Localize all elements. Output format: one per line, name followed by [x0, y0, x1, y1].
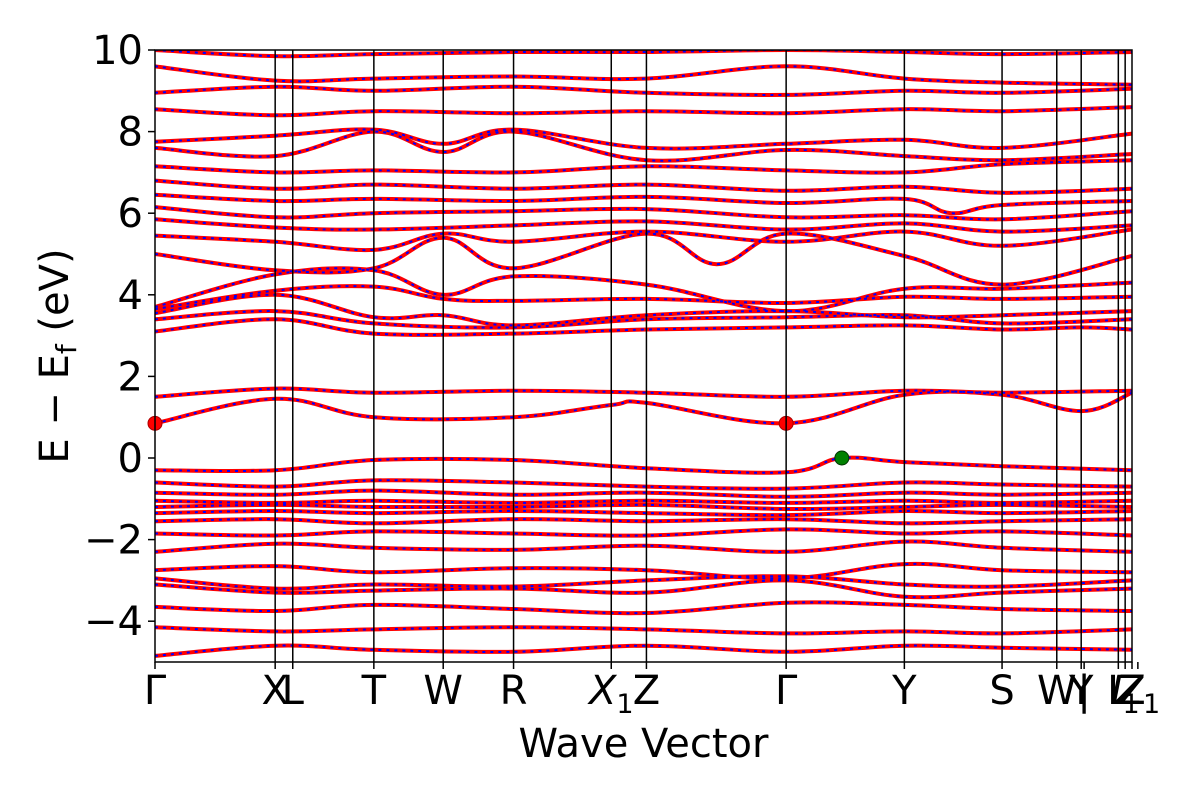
band-line-blue: [155, 390, 1132, 425]
y-tick-label: 0: [118, 436, 143, 482]
band-line-red: [155, 600, 1132, 616]
y-tick-label: 2: [118, 354, 143, 400]
x-tick-label: Γ: [775, 668, 798, 714]
band-line-blue: [155, 50, 1132, 58]
y-axis-label-sub: f: [50, 343, 83, 354]
plot-frame: [154, 49, 1133, 663]
x-axis-label: Wave Vector: [519, 721, 770, 767]
band-lines-red: [155, 50, 1132, 658]
x-tick-label: Y: [891, 668, 917, 714]
band-line-blue: [155, 318, 1132, 336]
band-line-blue: [155, 293, 1132, 327]
x-tick-label: Y: [1068, 668, 1094, 714]
band-line-red: [155, 231, 1132, 287]
band-markers: [147, 415, 850, 466]
high-symmetry-lines: [274, 50, 1126, 662]
band-line-blue: [155, 228, 1132, 252]
x-tick-label: L: [282, 668, 305, 714]
band-line-red: [155, 561, 1132, 581]
band-line-blue: [155, 509, 1132, 517]
y-tick-label: −4: [84, 599, 143, 645]
band-line-blue: [155, 106, 1132, 117]
y-tick-label: −2: [84, 518, 143, 564]
y-tick-label: 10: [92, 28, 143, 74]
x-tick-label: L: [1107, 668, 1130, 714]
band-line-blue: [155, 456, 1132, 474]
y-axis-label-unit: (eV): [32, 248, 78, 344]
y-axis-label-main: E − E: [32, 354, 78, 464]
x-tick-label: S: [989, 668, 1014, 714]
x-tick-label: T: [361, 668, 387, 714]
band-line-red: [155, 389, 1132, 426]
band-line-blue: [155, 518, 1132, 525]
x-tick-label: W: [1037, 668, 1077, 714]
band-line-red: [155, 284, 1132, 312]
y-tick-label: 6: [118, 191, 143, 237]
x-tick-label: I1: [1111, 668, 1140, 720]
band-line-blue: [155, 489, 1132, 498]
band-marker: [834, 450, 850, 466]
y-axis-label: E − Ef (eV): [32, 248, 83, 463]
y-tick-label: 8: [118, 110, 143, 156]
band-lines-blue: [155, 50, 1132, 657]
y-axis-ticks: −4 −2 0 2 4 6 8 10: [84, 28, 155, 645]
band-line-red: [155, 643, 1132, 658]
band-line-blue: [155, 503, 1132, 511]
x-tick-label: Γ: [144, 668, 167, 714]
band-line-blue: [155, 130, 1132, 162]
x-tick-label: Z: [1118, 668, 1145, 714]
band-line-blue: [155, 499, 1132, 504]
band-line-blue: [155, 528, 1132, 537]
band-line-red: [155, 127, 1132, 151]
x-tick-label: Z: [633, 668, 660, 714]
band-line-blue: [155, 626, 1132, 635]
band-line-red: [155, 574, 1132, 591]
x-tick-label: X1: [587, 668, 634, 720]
x-tick-label: Z1: [1115, 668, 1161, 720]
x-tick-label: X: [261, 668, 288, 714]
x-tick-label: |: [1077, 668, 1090, 714]
band-line-red: [155, 178, 1132, 195]
x-tick-label: W: [423, 668, 463, 714]
band-line-blue: [155, 232, 1132, 286]
x-tick-label: R: [500, 668, 528, 714]
band-line-blue: [155, 267, 1132, 313]
y-tick-label: 4: [118, 273, 143, 319]
band-line-blue: [155, 193, 1132, 215]
band-line-blue: [155, 310, 1132, 329]
